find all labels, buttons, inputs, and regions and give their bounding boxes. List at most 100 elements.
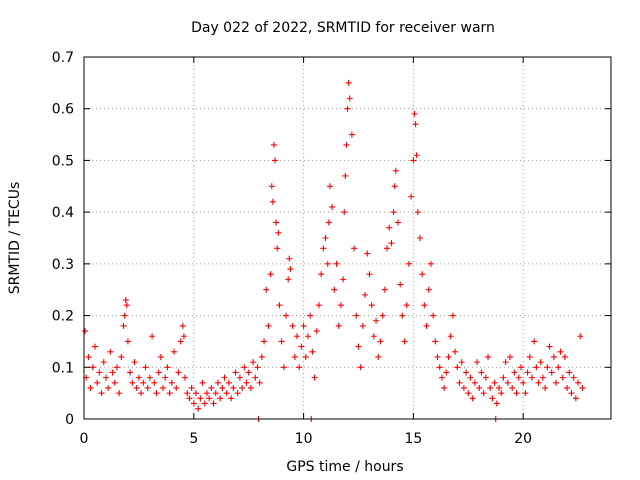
data-point — [322, 235, 329, 241]
data-point — [509, 384, 516, 391]
data-point — [427, 260, 434, 267]
data-point — [217, 395, 224, 402]
data-point — [579, 384, 586, 391]
data-point — [287, 266, 294, 273]
data-point — [403, 302, 410, 309]
data-point — [291, 353, 298, 360]
data-point — [273, 219, 280, 226]
data-point — [313, 328, 320, 335]
data-point — [285, 276, 292, 283]
data-point — [302, 353, 309, 360]
data-point — [388, 240, 395, 247]
data-point — [546, 343, 553, 350]
data-point — [155, 369, 162, 376]
data-point — [256, 379, 263, 386]
data-point — [362, 291, 369, 298]
data-point — [482, 374, 489, 381]
data-point — [230, 384, 237, 391]
data-point — [343, 141, 350, 148]
data-point — [366, 271, 373, 278]
data-point — [348, 131, 355, 138]
data-points — [82, 79, 586, 422]
data-point — [127, 369, 134, 376]
data-point — [144, 384, 151, 391]
data-point — [243, 379, 250, 386]
data-point — [307, 312, 314, 319]
data-point — [272, 157, 279, 164]
data-point — [528, 374, 535, 381]
data-point — [441, 384, 448, 391]
data-point — [465, 390, 472, 397]
data-point — [151, 379, 158, 386]
x-tick-label: 20 — [514, 431, 532, 447]
x-tick-label: 15 — [404, 431, 422, 447]
data-point — [577, 333, 584, 340]
data-point — [355, 343, 362, 350]
data-point — [469, 395, 476, 402]
data-point — [173, 384, 180, 391]
data-point — [153, 390, 160, 397]
data-point — [270, 141, 277, 148]
data-point — [324, 260, 331, 267]
y-axis-ticks: 0 0.1 0.2 0.3 0.4 0.5 0.6 0.7 — [52, 50, 611, 428]
data-point — [438, 374, 445, 381]
data-point — [300, 322, 307, 329]
data-point — [247, 384, 254, 391]
data-point — [345, 79, 352, 86]
data-point — [149, 333, 156, 340]
grid — [84, 57, 611, 419]
data-point — [375, 353, 382, 360]
data-point — [333, 260, 340, 267]
data-point — [199, 379, 206, 386]
data-point — [138, 390, 145, 397]
data-point — [82, 328, 89, 335]
data-point — [268, 183, 275, 190]
data-point — [329, 203, 336, 210]
data-point — [168, 379, 175, 386]
data-point — [87, 384, 94, 391]
data-point — [320, 245, 327, 252]
data-point — [537, 359, 544, 366]
data-point — [286, 255, 293, 262]
data-point — [278, 338, 285, 345]
data-point — [107, 348, 114, 355]
data-point — [381, 286, 388, 293]
data-point — [85, 353, 92, 360]
data-point — [186, 395, 193, 402]
data-point — [96, 369, 103, 376]
data-point — [325, 219, 332, 226]
data-point — [208, 384, 215, 391]
data-point — [188, 384, 195, 391]
data-point — [261, 338, 268, 345]
x-axis-ticks: 0 5 10 15 20 — [80, 57, 532, 447]
data-point — [121, 312, 128, 319]
data-point — [197, 395, 204, 402]
data-point — [124, 338, 131, 345]
data-point — [353, 312, 360, 319]
data-point — [346, 95, 353, 102]
data-point — [94, 379, 101, 386]
data-point — [555, 364, 562, 371]
data-point — [175, 369, 182, 376]
data-point — [379, 312, 386, 319]
data-point — [142, 364, 149, 371]
data-point — [157, 353, 164, 360]
data-point — [531, 338, 538, 345]
data-point — [236, 374, 243, 381]
data-point — [423, 322, 430, 329]
data-point — [234, 390, 241, 397]
data-point — [105, 384, 112, 391]
data-point — [335, 322, 342, 329]
data-point — [135, 374, 142, 381]
data-point — [298, 343, 305, 350]
data-point — [391, 183, 398, 190]
data-point — [203, 390, 210, 397]
data-point — [221, 374, 228, 381]
data-point — [476, 384, 483, 391]
data-point — [425, 286, 432, 293]
data-point — [377, 338, 384, 345]
data-point — [274, 245, 281, 252]
data-point — [254, 364, 261, 371]
data-point — [210, 400, 217, 407]
